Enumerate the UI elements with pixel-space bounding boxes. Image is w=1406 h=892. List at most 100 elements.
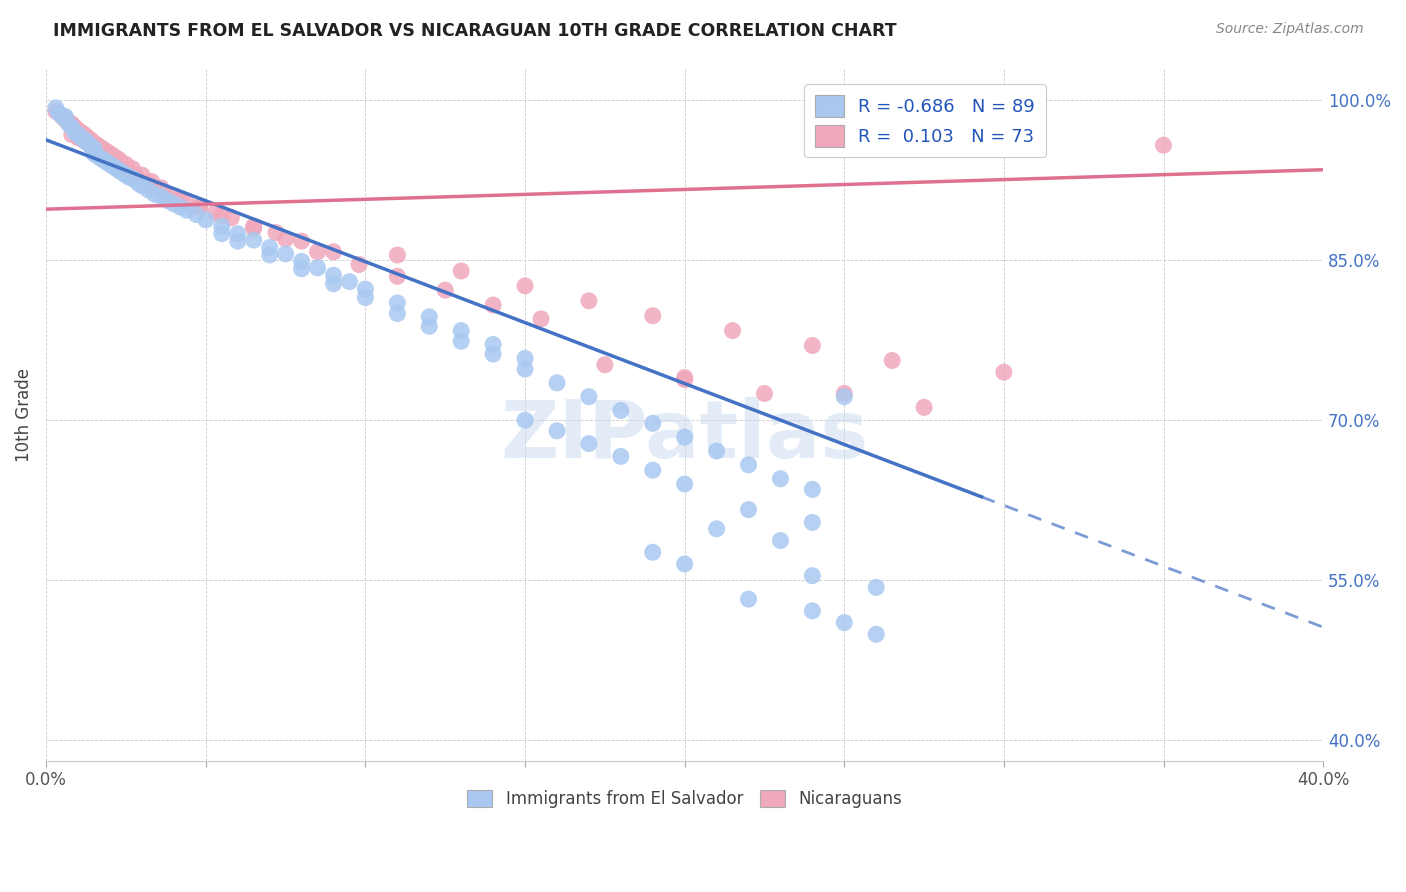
- Point: [143, 187, 166, 202]
- Point: [83, 136, 105, 150]
- Point: [754, 386, 776, 401]
- Point: [450, 264, 472, 278]
- Point: [83, 146, 105, 161]
- Point: [96, 145, 118, 159]
- Point: [387, 307, 409, 321]
- Point: [322, 268, 344, 283]
- Point: [593, 358, 616, 372]
- Point: [169, 200, 191, 214]
- Text: ZIPatlas: ZIPatlas: [501, 397, 869, 475]
- Point: [86, 138, 108, 153]
- Point: [274, 247, 297, 261]
- Point: [801, 338, 824, 352]
- Point: [93, 143, 115, 157]
- Point: [150, 181, 173, 195]
- Point: [121, 161, 143, 176]
- Point: [80, 139, 103, 153]
- Point: [354, 291, 377, 305]
- Point: [93, 146, 115, 161]
- Point: [530, 312, 553, 326]
- Point: [418, 319, 440, 334]
- Point: [673, 373, 696, 387]
- Point: [307, 260, 329, 275]
- Point: [176, 194, 198, 209]
- Point: [259, 240, 281, 254]
- Point: [769, 533, 792, 548]
- Point: [912, 401, 935, 415]
- Point: [111, 166, 134, 180]
- Point: [67, 128, 90, 142]
- Point: [801, 516, 824, 530]
- Point: [482, 337, 505, 351]
- Point: [673, 370, 696, 384]
- Point: [546, 424, 568, 438]
- Point: [108, 163, 131, 178]
- Point: [1153, 138, 1175, 153]
- Point: [307, 244, 329, 259]
- Point: [769, 472, 792, 486]
- Point: [211, 227, 233, 241]
- Point: [150, 189, 173, 203]
- Point: [322, 244, 344, 259]
- Point: [45, 101, 67, 115]
- Point: [98, 151, 121, 165]
- Point: [610, 403, 633, 417]
- Point: [73, 133, 96, 147]
- Point: [482, 347, 505, 361]
- Point: [221, 211, 243, 225]
- Point: [124, 168, 146, 182]
- Point: [259, 248, 281, 262]
- Point: [163, 197, 186, 211]
- Point: [53, 110, 76, 124]
- Point: [737, 458, 759, 472]
- Point: [105, 151, 128, 165]
- Point: [706, 522, 728, 536]
- Point: [865, 627, 887, 641]
- Point: [226, 234, 249, 248]
- Point: [737, 592, 759, 607]
- Point: [163, 189, 186, 203]
- Point: [105, 155, 128, 169]
- Point: [80, 133, 103, 147]
- Point: [48, 106, 70, 120]
- Point: [641, 309, 664, 323]
- Point: [188, 200, 211, 214]
- Point: [801, 568, 824, 582]
- Point: [105, 161, 128, 176]
- Point: [73, 128, 96, 142]
- Point: [153, 185, 176, 199]
- Point: [513, 413, 536, 427]
- Legend: Immigrants from El Salvador, Nicaraguans: Immigrants from El Salvador, Nicaraguans: [461, 783, 908, 815]
- Point: [387, 296, 409, 310]
- Point: [115, 168, 138, 182]
- Point: [832, 615, 855, 630]
- Point: [513, 362, 536, 376]
- Point: [124, 173, 146, 187]
- Point: [204, 205, 226, 219]
- Point: [103, 160, 125, 174]
- Point: [264, 226, 287, 240]
- Point: [70, 130, 93, 145]
- Point: [115, 161, 138, 176]
- Point: [73, 134, 96, 148]
- Point: [865, 581, 887, 595]
- Point: [131, 178, 153, 193]
- Point: [673, 477, 696, 491]
- Point: [194, 212, 217, 227]
- Point: [641, 463, 664, 477]
- Point: [673, 430, 696, 444]
- Point: [546, 376, 568, 390]
- Point: [832, 386, 855, 401]
- Point: [737, 502, 759, 516]
- Point: [832, 390, 855, 404]
- Point: [188, 200, 211, 214]
- Point: [721, 324, 744, 338]
- Point: [58, 115, 80, 129]
- Point: [63, 120, 86, 135]
- Point: [60, 120, 83, 135]
- Point: [578, 436, 600, 450]
- Point: [128, 177, 150, 191]
- Point: [141, 174, 163, 188]
- Point: [434, 283, 457, 297]
- Point: [226, 227, 249, 241]
